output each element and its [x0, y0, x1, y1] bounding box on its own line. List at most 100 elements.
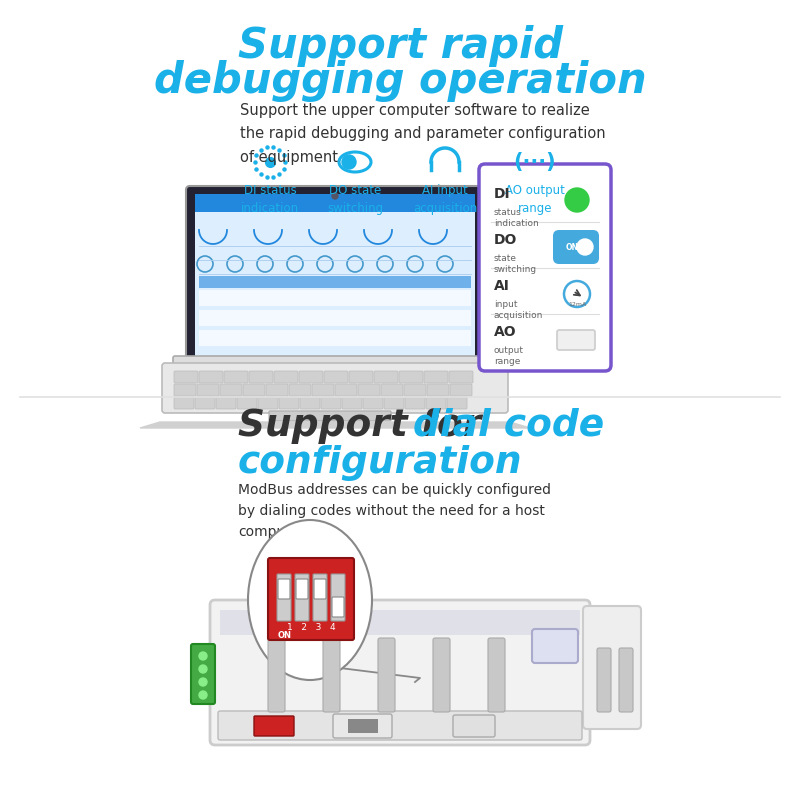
FancyBboxPatch shape — [583, 606, 641, 729]
Circle shape — [565, 188, 589, 212]
Text: ModBus addresses can be quickly configured
by dialing codes without the need for: ModBus addresses can be quickly configur… — [238, 483, 551, 539]
FancyBboxPatch shape — [331, 574, 345, 621]
FancyBboxPatch shape — [210, 600, 590, 745]
FancyBboxPatch shape — [314, 579, 326, 599]
Text: 1   2   3   4: 1 2 3 4 — [286, 622, 335, 631]
FancyBboxPatch shape — [191, 644, 215, 704]
Ellipse shape — [248, 520, 372, 680]
FancyBboxPatch shape — [363, 397, 383, 409]
FancyBboxPatch shape — [274, 371, 298, 383]
Text: dial code: dial code — [413, 408, 604, 444]
Circle shape — [199, 678, 207, 686]
FancyBboxPatch shape — [449, 371, 473, 383]
Text: status
indication: status indication — [494, 208, 538, 229]
FancyBboxPatch shape — [174, 384, 196, 396]
FancyBboxPatch shape — [277, 574, 291, 621]
FancyBboxPatch shape — [349, 371, 373, 383]
FancyBboxPatch shape — [199, 290, 471, 306]
FancyBboxPatch shape — [381, 384, 403, 396]
FancyBboxPatch shape — [553, 230, 599, 264]
FancyBboxPatch shape — [199, 330, 471, 346]
FancyBboxPatch shape — [300, 397, 320, 409]
Text: debugging operation: debugging operation — [154, 60, 646, 102]
Text: Support the upper computer software to realize
the rapid debugging and parameter: Support the upper computer software to r… — [240, 103, 606, 165]
Text: AI: AI — [494, 279, 510, 293]
FancyBboxPatch shape — [374, 371, 398, 383]
Text: 12mA: 12mA — [568, 302, 586, 306]
FancyBboxPatch shape — [313, 574, 327, 621]
FancyBboxPatch shape — [278, 579, 290, 599]
FancyBboxPatch shape — [404, 384, 426, 396]
FancyBboxPatch shape — [195, 194, 475, 212]
Text: (···): (···) — [514, 152, 556, 172]
FancyBboxPatch shape — [312, 384, 334, 396]
FancyBboxPatch shape — [174, 397, 194, 409]
FancyBboxPatch shape — [266, 384, 288, 396]
FancyBboxPatch shape — [324, 371, 348, 383]
FancyBboxPatch shape — [424, 371, 448, 383]
FancyBboxPatch shape — [199, 371, 223, 383]
FancyBboxPatch shape — [237, 397, 257, 409]
FancyBboxPatch shape — [254, 716, 294, 736]
FancyBboxPatch shape — [199, 276, 471, 288]
FancyBboxPatch shape — [186, 186, 484, 364]
FancyBboxPatch shape — [433, 638, 450, 712]
FancyBboxPatch shape — [295, 574, 309, 621]
FancyBboxPatch shape — [195, 194, 475, 356]
FancyBboxPatch shape — [258, 397, 278, 409]
FancyBboxPatch shape — [268, 558, 354, 640]
FancyBboxPatch shape — [479, 164, 611, 371]
Text: AO output
range: AO output range — [505, 184, 565, 215]
FancyBboxPatch shape — [197, 384, 219, 396]
FancyBboxPatch shape — [335, 384, 357, 396]
FancyBboxPatch shape — [199, 310, 471, 326]
Text: ON: ON — [278, 630, 292, 639]
FancyBboxPatch shape — [348, 719, 378, 733]
Text: ON: ON — [566, 242, 578, 251]
Circle shape — [577, 239, 593, 255]
FancyBboxPatch shape — [220, 610, 580, 635]
Text: AO: AO — [494, 325, 517, 339]
FancyBboxPatch shape — [378, 638, 395, 712]
FancyBboxPatch shape — [296, 579, 308, 599]
Circle shape — [199, 652, 207, 660]
FancyBboxPatch shape — [358, 384, 380, 396]
FancyBboxPatch shape — [323, 638, 340, 712]
FancyBboxPatch shape — [557, 330, 595, 350]
Text: Support rapid: Support rapid — [238, 25, 562, 67]
FancyBboxPatch shape — [426, 397, 446, 409]
FancyBboxPatch shape — [399, 371, 423, 383]
FancyBboxPatch shape — [453, 715, 495, 737]
Text: AI input
acquisition: AI input acquisition — [413, 184, 477, 215]
Text: DI: DI — [494, 187, 510, 201]
Text: state
switching: state switching — [494, 254, 537, 274]
Circle shape — [332, 193, 338, 199]
FancyBboxPatch shape — [321, 397, 341, 409]
FancyBboxPatch shape — [218, 711, 582, 740]
FancyBboxPatch shape — [289, 384, 311, 396]
FancyBboxPatch shape — [162, 363, 508, 413]
Text: configuration: configuration — [238, 445, 522, 481]
FancyBboxPatch shape — [405, 397, 425, 409]
FancyBboxPatch shape — [299, 371, 323, 383]
FancyBboxPatch shape — [243, 384, 265, 396]
FancyBboxPatch shape — [173, 356, 497, 370]
Text: output
range: output range — [494, 346, 524, 366]
FancyBboxPatch shape — [488, 638, 505, 712]
Text: DI status
indication: DI status indication — [241, 184, 299, 215]
FancyBboxPatch shape — [342, 397, 362, 409]
Text: DO: DO — [494, 233, 518, 247]
FancyBboxPatch shape — [450, 384, 472, 396]
FancyBboxPatch shape — [268, 638, 285, 712]
FancyBboxPatch shape — [220, 384, 242, 396]
Text: DO state
switching: DO state switching — [327, 184, 383, 215]
FancyBboxPatch shape — [619, 648, 633, 712]
Circle shape — [199, 665, 207, 673]
FancyBboxPatch shape — [532, 629, 578, 663]
FancyBboxPatch shape — [224, 371, 248, 383]
FancyBboxPatch shape — [384, 397, 404, 409]
FancyBboxPatch shape — [174, 371, 198, 383]
FancyBboxPatch shape — [279, 397, 299, 409]
Circle shape — [342, 155, 356, 169]
FancyBboxPatch shape — [333, 714, 392, 738]
